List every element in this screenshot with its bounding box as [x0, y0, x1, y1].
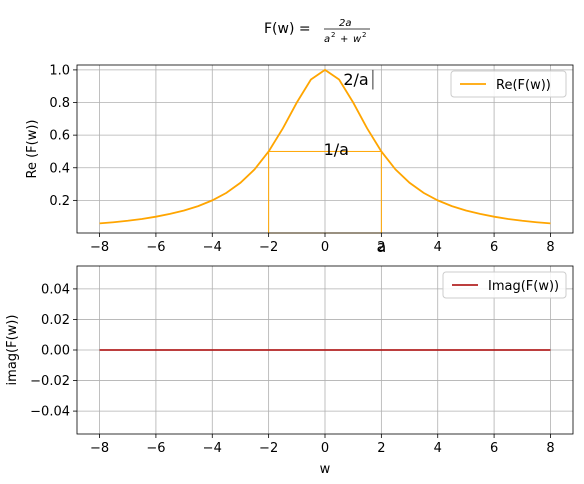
top-x-tick-label: 8	[546, 240, 554, 255]
bottom-x-tick-label: 2	[377, 441, 385, 456]
bottom-x-tick-label: 4	[434, 441, 442, 456]
top-chart-legend: Re(F(w))	[450, 70, 567, 98]
bottom-chart-x-axis-label: w	[320, 462, 331, 477]
top-series-line-0	[99, 68, 551, 225]
bottom-chart-legend: Imag(F(w))	[442, 271, 567, 299]
top-chart-annotation: a	[376, 237, 386, 256]
top-legend-box	[450, 70, 567, 98]
bottom-chart-panel: −8 −6 −4 −2 0 2 4 6 8 −0.04 −0.02 0.00 0.02 0.04 ima…	[5, 265, 574, 477]
top-y-tick-label: 1.0	[49, 63, 70, 78]
top-chart-x-ticks: −8 −6 −4 −2 0 2 4 6 8	[90, 233, 555, 255]
top-y-tick-label: 0.4	[49, 161, 70, 176]
top-x-tick-label: 4	[434, 240, 442, 255]
top-x-tick-label: −4	[203, 240, 222, 255]
bottom-x-tick-label: −6	[146, 441, 165, 456]
top-chart-annotation: 2/a	[343, 70, 368, 89]
title-denominator-exp-w: 2	[362, 31, 366, 39]
bottom-x-tick-label: 8	[546, 441, 554, 456]
bottom-legend-box	[442, 271, 567, 299]
top-chart-series-group	[99, 68, 551, 225]
top-x-tick-label: −2	[259, 240, 278, 255]
top-y-tick-label: 0.6	[49, 129, 70, 144]
bottom-chart-x-ticks: −8 −6 −4 −2 0 2 4 6 8	[90, 434, 555, 456]
bottom-x-tick-label: −4	[203, 441, 222, 456]
top-chart-annotation: 1/a	[324, 140, 349, 159]
bottom-x-tick-label: −8	[90, 441, 109, 456]
title-denominator-a: a	[324, 34, 330, 45]
title-denominator-plus: +	[340, 34, 348, 45]
top-x-tick-label: 0	[321, 240, 329, 255]
top-x-tick-label: 6	[490, 240, 498, 255]
bottom-y-tick-label: 0.04	[41, 282, 70, 297]
bottom-x-tick-label: 6	[490, 441, 498, 456]
figure-title: F(w) = 2a a 2 + w 2	[264, 18, 370, 45]
bottom-y-tick-label: −0.04	[30, 405, 70, 420]
top-chart-y-axis-label: Re (F(w))	[25, 120, 40, 179]
bottom-y-tick-label: −0.02	[30, 374, 70, 389]
title-denominator-w: w	[353, 34, 362, 45]
top-y-tick-label: 0.2	[49, 194, 70, 209]
bottom-x-tick-label: 0	[321, 441, 329, 456]
top-x-tick-label: −8	[90, 240, 109, 255]
top-legend-label: Re(F(w))	[496, 78, 551, 93]
top-chart-panel: 2/a 1/a a −8 −6 −4 −2 0 2 4 6 8 0.2 0.4 0.6 0.8 1.0 Re…	[25, 63, 574, 256]
top-x-tick-label: 2	[377, 240, 385, 255]
title-numerator: 2a	[339, 18, 352, 29]
bottom-chart-y-ticks: −0.04 −0.02 0.00 0.02 0.04	[30, 282, 77, 420]
bottom-y-tick-label: 0.00	[41, 344, 70, 359]
bottom-x-tick-label: −2	[259, 441, 278, 456]
title-denominator-exp-a: 2	[331, 31, 335, 39]
top-x-tick-label: −6	[146, 240, 165, 255]
bottom-legend-label: Imag(F(w))	[488, 279, 559, 294]
bottom-chart-y-axis-label: imag(F(w))	[5, 315, 20, 386]
top-chart-grid	[77, 65, 573, 233]
bottom-y-tick-label: 0.02	[41, 313, 70, 328]
top-chart-annotations: 2/a 1/a a	[324, 70, 387, 256]
title-prefix: F(w) =	[264, 21, 311, 37]
top-y-tick-label: 0.8	[49, 96, 70, 111]
top-chart-y-ticks: 0.2 0.4 0.6 0.8 1.0	[49, 63, 77, 209]
